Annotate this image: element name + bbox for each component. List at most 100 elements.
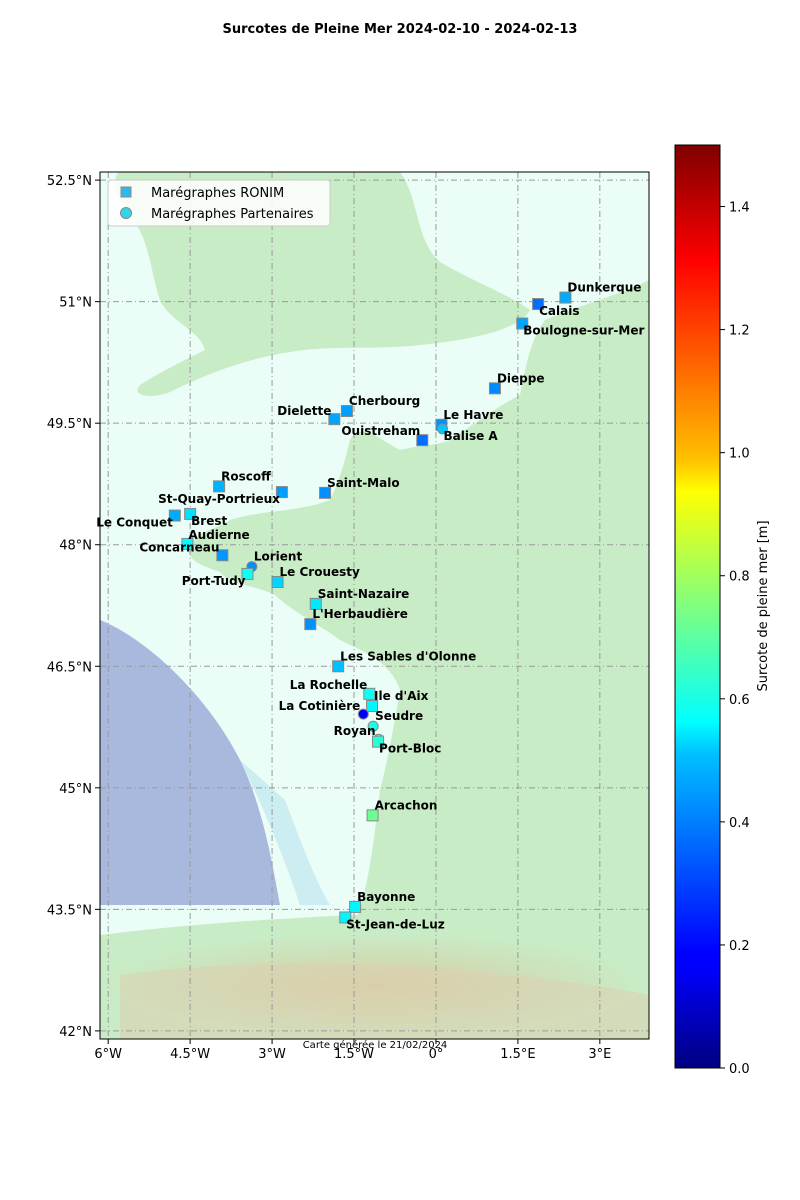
station-marker-partner	[357, 708, 369, 720]
station-marker-ronim	[168, 509, 181, 522]
station-marker-ronim	[241, 567, 254, 580]
station-label: Le Conquet	[96, 516, 173, 530]
y-tick-label: 52.5°N	[47, 174, 92, 189]
station-marker-ronim	[271, 576, 284, 589]
station-label: Cherbourg	[349, 394, 420, 408]
station-label: Seudre	[375, 709, 423, 723]
continental-shelf	[240, 760, 330, 905]
station-label: Ouistreham	[341, 424, 420, 438]
colorbar-ramp	[674, 144, 721, 1069]
x-tick-label: 1.5°E	[500, 1047, 535, 1062]
y-tick-label: 48°N	[59, 539, 92, 554]
station-marker-ronim	[516, 317, 529, 330]
station-marker-ronim	[416, 434, 429, 447]
station-marker-ronim	[275, 486, 288, 499]
legend-ronim-marker	[120, 186, 132, 198]
station-marker-ronim	[332, 660, 345, 673]
x-tick-label: 3°W	[258, 1047, 286, 1062]
station-label: Port-Bloc	[379, 742, 441, 756]
colorbar-tick-label: 0.2	[729, 939, 750, 954]
colorbar-tick-label: 0.8	[729, 570, 750, 585]
y-tick-label: 51°N	[59, 296, 92, 311]
britain-land	[115, 172, 530, 396]
station-label: Balise A	[444, 429, 499, 443]
station-marker-ronim	[372, 735, 385, 748]
station-label: Bayonne	[357, 890, 415, 904]
station-label: Roscoff	[221, 469, 271, 483]
station-marker-ronim	[216, 549, 229, 562]
station-marker-ronim	[559, 291, 572, 304]
station-marker-ronim	[366, 699, 379, 712]
legend-ronim-label: Marégraphes RONIM	[151, 186, 284, 201]
y-tick-label: 42°N	[59, 1025, 92, 1040]
station-label: Ile d'Aix	[374, 689, 429, 703]
station-label: Saint-Nazaire	[318, 587, 410, 601]
colorbar-tick-label: 1.4	[729, 201, 750, 216]
colorbar-tick-label: 0.4	[729, 816, 750, 831]
station-marker-ronim	[363, 687, 376, 700]
relief-south-band	[120, 963, 649, 1039]
x-tick-label: 4.5°W	[170, 1047, 210, 1062]
station-marker-ronim	[339, 911, 352, 924]
colorbar-tick-label: 0.0	[729, 1062, 750, 1077]
station-label: La Cotinière	[279, 699, 361, 713]
station-marker-partner	[367, 720, 379, 732]
legend-box	[107, 179, 331, 227]
legend-partners-marker	[120, 207, 132, 219]
station-marker-ronim	[181, 537, 194, 550]
longitude-ticks: 6°W 4.5°W 3°W 1.5°W 0° 1.5°E 3°E	[94, 1039, 611, 1062]
station-label: Brest	[191, 514, 227, 528]
map-frame	[99, 171, 650, 1040]
station-label: Dielette	[277, 404, 331, 418]
station-marker-ronim	[532, 298, 545, 311]
legend: Marégraphes RONIM Marégraphes Partenaire…	[107, 179, 331, 227]
colorbar: 0.0 0.2 0.4 0.6 0.8 1.0 1.2 1.4 Surcote de plei…	[674, 144, 771, 1077]
station-marker-ronim	[184, 507, 197, 520]
colorbar-ticks: 0.0 0.2 0.4 0.6 0.8 1.0 1.2 1.4	[720, 201, 750, 1077]
station-label: Port-Tudy	[182, 574, 246, 588]
x-tick-label: 3°E	[588, 1047, 611, 1062]
station-label: Lorient	[254, 550, 303, 564]
x-tick-label: 0°	[429, 1047, 444, 1062]
station-marker-ronim	[319, 486, 332, 499]
station-marker-ronim	[304, 618, 317, 631]
colorbar-tick-label: 0.6	[729, 693, 750, 708]
station-label: Dieppe	[497, 371, 545, 385]
station-label: Le Crouesty	[280, 565, 360, 579]
station-label: Royan	[334, 724, 376, 738]
y-tick-label: 49.5°N	[47, 417, 92, 432]
station-label: Arcachon	[375, 798, 438, 812]
france-land	[100, 172, 649, 1039]
colorbar-label: Surcote de pleine mer [m]	[756, 520, 771, 691]
station-marker-partner	[437, 423, 449, 435]
station-label: Calais	[539, 304, 579, 318]
station-label: La Rochelle	[290, 678, 368, 692]
station-marker-ronim	[309, 597, 322, 610]
colorbar-tick-label: 1.2	[729, 324, 750, 339]
station-label: Audierne	[188, 528, 249, 542]
station-marker-ronim	[328, 413, 341, 426]
station-marker-ronim	[349, 900, 362, 913]
station-label: Boulogne-sur-Mer	[523, 324, 644, 338]
generation-caption: Carte générée le 21/02/2024	[303, 1039, 448, 1051]
map-title: Surcotes de Pleine Mer 2024-02-10 - 2024…	[222, 22, 578, 37]
y-tick-label: 46.5°N	[47, 660, 92, 675]
colorbar-tick-label: 1.0	[729, 447, 750, 462]
station-marker-ronim	[340, 405, 353, 418]
latitude-ticks: 52.5°N 51°N 49.5°N 48°N 46.5°N 45°N 43.5°N 42°N	[47, 174, 100, 1040]
station-marker-ronim	[213, 480, 226, 493]
basemap	[100, 172, 649, 1039]
station-label: St-Quay-Portrieux	[158, 492, 280, 506]
station-labels: Dunkerque Calais Boulogne-sur-Mer Dieppe Le …	[96, 281, 644, 932]
y-tick-label: 43.5°N	[47, 903, 92, 918]
legend-partners-label: Marégraphes Partenaires	[151, 207, 314, 222]
station-marker-ronim	[488, 382, 501, 395]
x-tick-label: 1.5°W	[334, 1047, 374, 1062]
station-label: Le Havre	[443, 408, 503, 422]
graticule	[100, 172, 649, 1039]
y-tick-label: 45°N	[59, 782, 92, 797]
station-label: Dunkerque	[567, 281, 641, 295]
station-label: Les Sables d'Olonne	[340, 649, 476, 663]
station-label: Concarneau	[139, 540, 219, 554]
